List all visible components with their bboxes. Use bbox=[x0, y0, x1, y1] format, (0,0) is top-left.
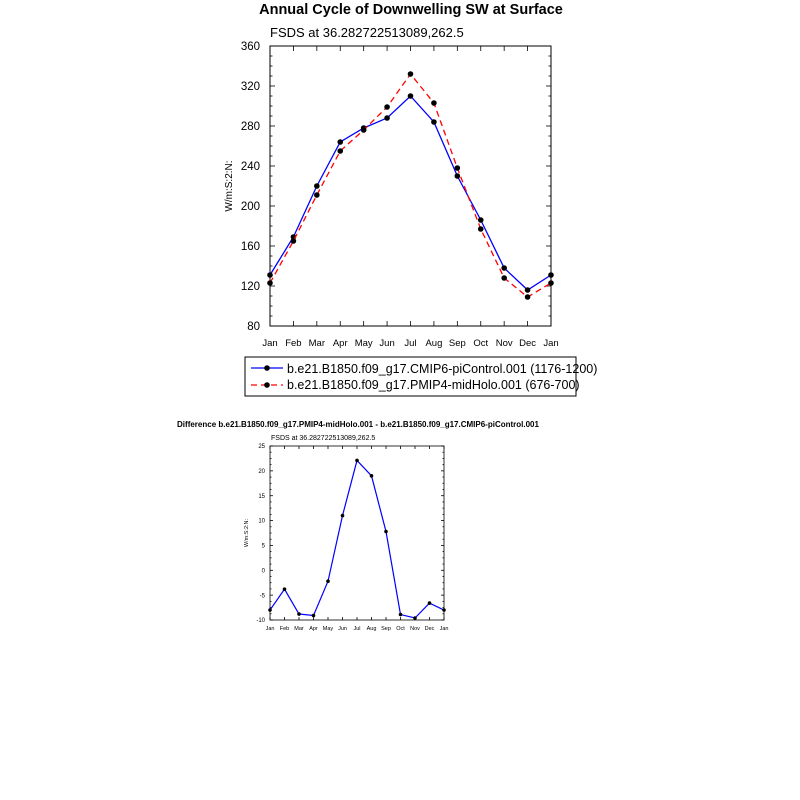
x-tick-label: Jan bbox=[262, 338, 277, 349]
main-chart-plot: 80 120 160 200 240 280 320 360 Jan Feb Mar Apr May Ju… bbox=[241, 41, 559, 349]
data-point bbox=[384, 529, 388, 534]
y-tick-label: 20 bbox=[258, 469, 265, 475]
data-point bbox=[398, 612, 403, 617]
diff-chart-subtitle: FSDS at 36.282722513089,262.5 bbox=[271, 435, 375, 442]
plot-frame bbox=[269, 445, 445, 621]
data-point bbox=[407, 71, 414, 77]
series-line bbox=[269, 95, 552, 291]
data-point bbox=[548, 272, 554, 278]
data-point bbox=[384, 104, 390, 110]
data-point bbox=[369, 474, 374, 478]
data-point bbox=[413, 616, 417, 620]
x-tick-label: Sep bbox=[449, 338, 466, 349]
legend-swatch-marker bbox=[264, 382, 270, 388]
data-point bbox=[337, 148, 344, 154]
main-chart-ylabel: W/m:S:2:N: bbox=[224, 160, 235, 211]
y-tick-label: 200 bbox=[241, 201, 260, 213]
y-tick-label: 5 bbox=[262, 544, 266, 550]
x-tick-label: Jul bbox=[404, 338, 416, 349]
legend-frame bbox=[244, 356, 577, 397]
y-tick-label: 80 bbox=[247, 321, 260, 333]
y-tick-label: 360 bbox=[241, 41, 260, 53]
y-tick-label: 25 bbox=[258, 444, 265, 450]
data-point bbox=[431, 100, 437, 106]
x-tick-label: Jan bbox=[440, 626, 449, 632]
data-point bbox=[477, 226, 484, 232]
data-point bbox=[548, 280, 554, 286]
x-tick-label: Apr bbox=[309, 626, 318, 632]
x-tick-label: Oct bbox=[396, 626, 405, 632]
data-point bbox=[290, 238, 297, 244]
y-tick-label: 120 bbox=[241, 281, 260, 293]
data-point bbox=[360, 127, 367, 133]
main-chart-title: Annual Cycle of Downwelling SW at Surfac… bbox=[259, 2, 563, 18]
y-tick-label: -5 bbox=[260, 593, 266, 599]
y-tick-label: -10 bbox=[256, 618, 265, 624]
data-point bbox=[454, 165, 461, 171]
x-tick-label: Jun bbox=[338, 626, 347, 632]
data-point bbox=[355, 458, 359, 463]
x-tick-label: Mar bbox=[294, 626, 304, 632]
x-tick-label: Mar bbox=[309, 338, 325, 349]
data-point bbox=[384, 115, 390, 121]
x-tick-label: Feb bbox=[280, 626, 289, 632]
data-point bbox=[427, 601, 432, 605]
x-tick-label: Jan bbox=[266, 626, 275, 632]
main-chart-legend: b.e21.B1850.f09_g17.CMIP6-piControl.001 … bbox=[244, 356, 597, 397]
data-point bbox=[282, 587, 287, 591]
data-point bbox=[337, 139, 344, 145]
series-line bbox=[269, 459, 445, 619]
x-tick-label: Nov bbox=[496, 338, 513, 349]
y-tick-label: 280 bbox=[241, 121, 260, 133]
x-tick-label: Oct bbox=[473, 338, 488, 349]
diff-chart-ylabel: W/m:S:2:N: bbox=[244, 518, 250, 547]
y-tick-label: 0 bbox=[262, 568, 266, 574]
data-point bbox=[477, 217, 484, 223]
y-tick-label: 320 bbox=[241, 81, 260, 93]
data-point bbox=[326, 579, 330, 584]
x-tick-label: Jun bbox=[379, 338, 394, 349]
plot-frame bbox=[269, 45, 552, 327]
y-tick-label: 160 bbox=[241, 241, 260, 253]
data-point bbox=[501, 265, 507, 271]
data-point bbox=[311, 613, 316, 618]
data-point bbox=[524, 294, 531, 300]
data-point bbox=[524, 287, 531, 293]
data-point bbox=[407, 93, 414, 99]
diff-chart-plot: -10 -5 0 5 10 15 20 25 Jan Feb Mar Apr May Jun Jul Aug S… bbox=[256, 444, 448, 632]
legend-entry-label: b.e21.B1850.f09_g17.PMIP4-midHolo.001 (6… bbox=[287, 378, 580, 392]
x-tick-label: Sep bbox=[381, 626, 391, 632]
x-tick-label: Aug bbox=[425, 338, 442, 349]
x-tick-label: Jan bbox=[543, 338, 558, 349]
diff-chart-title: Difference b.e21.B1850.f09_g17.PMIP4-mid… bbox=[177, 420, 539, 429]
data-point bbox=[340, 513, 345, 518]
data-point bbox=[268, 608, 272, 612]
y-tick-label: 15 bbox=[258, 494, 265, 500]
x-tick-label: Apr bbox=[333, 338, 348, 349]
main-chart-subtitle: FSDS at 36.282722513089,262.5 bbox=[270, 25, 464, 40]
y-tick-label: 240 bbox=[241, 161, 260, 173]
x-tick-label: Nov bbox=[410, 626, 420, 632]
data-point bbox=[442, 608, 446, 612]
x-tick-label: Jul bbox=[353, 626, 360, 632]
y-tick-label: 10 bbox=[258, 519, 265, 525]
x-tick-label: May bbox=[323, 626, 334, 632]
data-point bbox=[297, 612, 301, 616]
x-tick-label: May bbox=[355, 338, 373, 349]
data-point bbox=[314, 192, 320, 198]
series-line bbox=[269, 72, 552, 298]
x-tick-label: Aug bbox=[367, 626, 377, 632]
legend-entry-label: b.e21.B1850.f09_g17.CMIP6-piControl.001 … bbox=[287, 362, 597, 376]
legend-swatch-marker bbox=[264, 365, 270, 371]
data-point bbox=[314, 183, 320, 189]
x-tick-label: Feb bbox=[285, 338, 301, 349]
data-point bbox=[267, 280, 273, 286]
data-point bbox=[431, 119, 437, 125]
x-tick-label: Dec bbox=[519, 338, 536, 349]
data-point bbox=[501, 275, 507, 281]
data-point bbox=[454, 173, 461, 179]
data-point bbox=[267, 272, 273, 278]
x-tick-label: Dec bbox=[425, 626, 435, 632]
